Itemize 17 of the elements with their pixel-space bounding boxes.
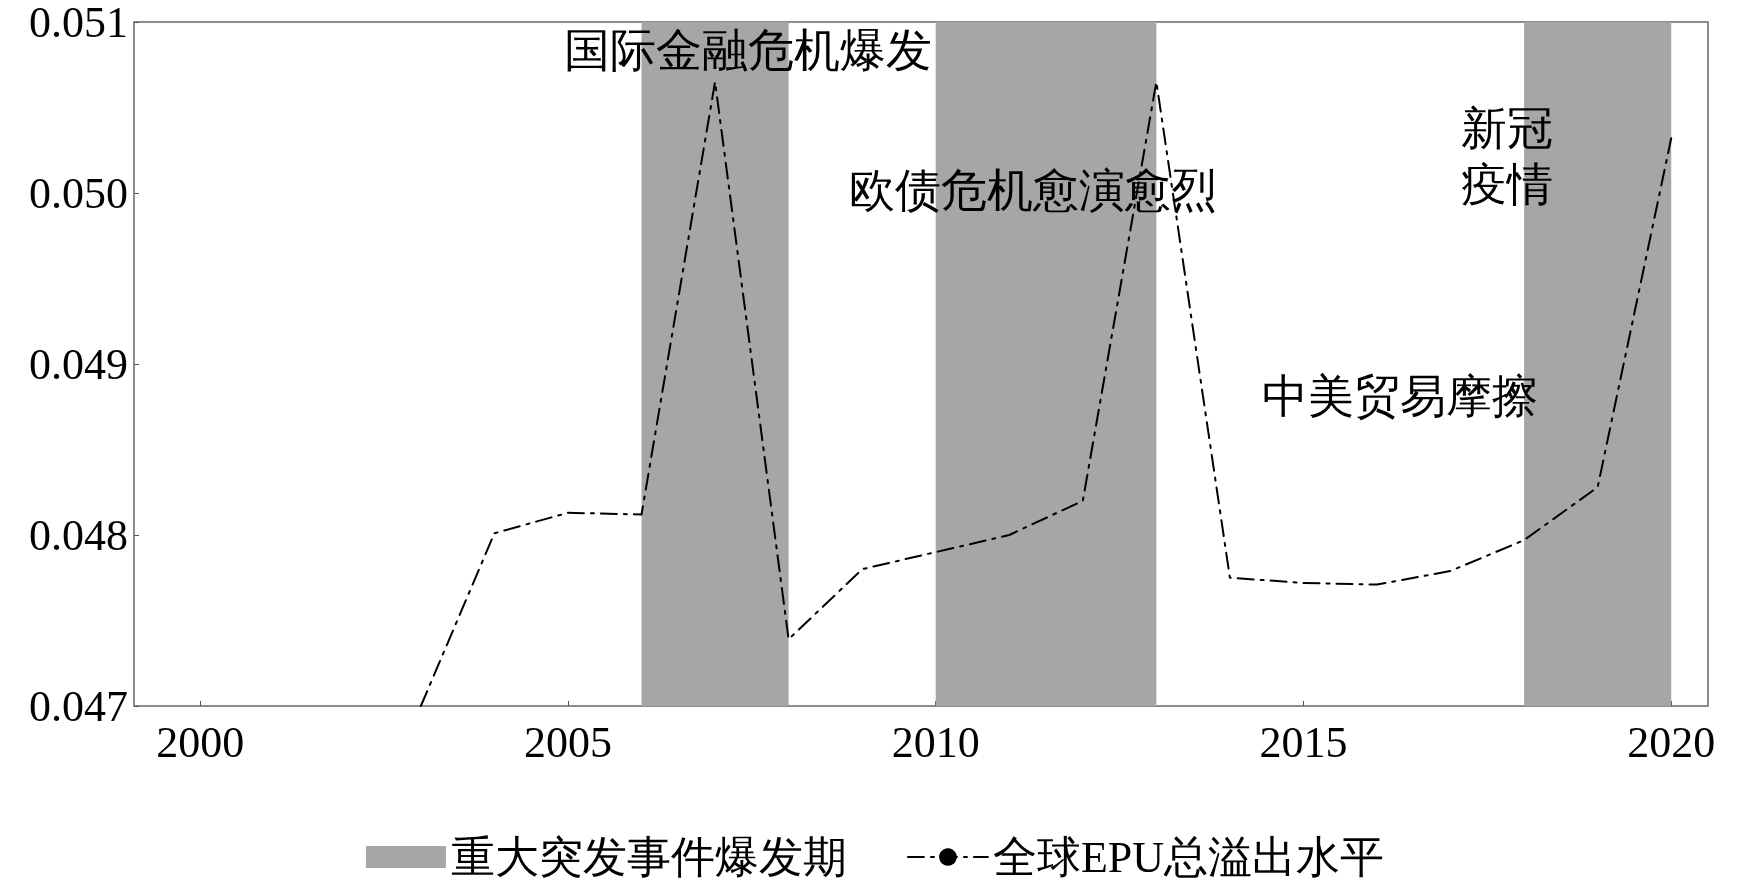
- y-tick-label: 0.048: [29, 510, 128, 560]
- y-tick-label: 0.050: [29, 168, 128, 218]
- annotation: 国际金融危机爆发: [564, 24, 932, 76]
- y-tick-label: 0.047: [29, 681, 128, 731]
- x-tick-label: 2005: [523, 717, 612, 767]
- annotation: 欧债危机愈演愈烈: [849, 164, 1217, 216]
- annotation: 中美贸易摩擦: [1262, 370, 1538, 422]
- annotation: 新冠疫情: [1461, 102, 1553, 210]
- x-tick-label: 2015: [1259, 717, 1348, 767]
- x-tick-label: 2020: [1627, 717, 1716, 767]
- y-tick-label: 0.049: [29, 339, 128, 389]
- line-series: [419, 80, 1673, 707]
- legend-label: 重大突发事件爆发期: [450, 832, 847, 882]
- y-tick-label: 0.051: [29, 0, 128, 47]
- x-tick-label: 2010: [891, 717, 980, 767]
- x-tick-label: 2000: [156, 717, 245, 767]
- legend-label: 全球EPU总溢出水平: [992, 832, 1385, 882]
